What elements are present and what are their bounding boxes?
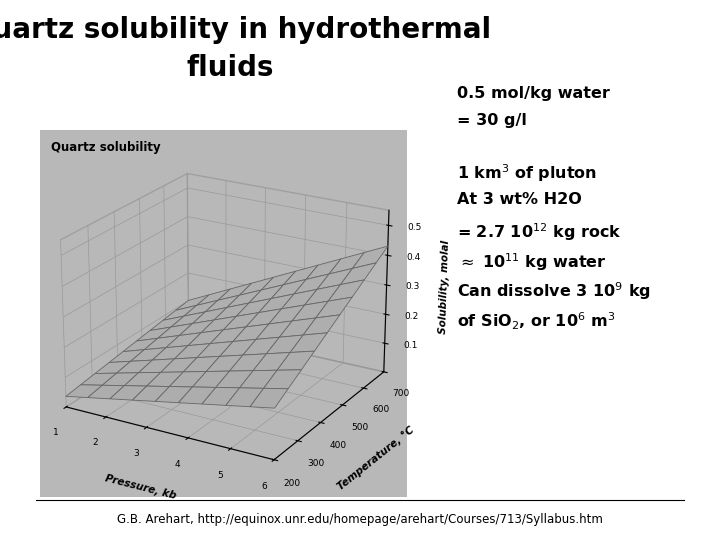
Text: 0.5 mol/kg water: 0.5 mol/kg water	[457, 86, 610, 102]
Text: G.B. Arehart, http://equinox.unr.edu/homepage/arehart/Courses/713/Syllabus.htm: G.B. Arehart, http://equinox.unr.edu/hom…	[117, 514, 603, 526]
Text: fluids: fluids	[186, 54, 274, 82]
Text: Quartz solubility: Quartz solubility	[50, 140, 161, 153]
Text: Quartz solubility in hydrothermal: Quartz solubility in hydrothermal	[0, 16, 492, 44]
Text: 1 km$^3$ of pluton: 1 km$^3$ of pluton	[457, 162, 598, 184]
Text: At 3 wt% H2O: At 3 wt% H2O	[457, 192, 582, 207]
Text: = 30 g/l: = 30 g/l	[457, 113, 527, 129]
Text: Can dissolve 3 10$^9$ kg: Can dissolve 3 10$^9$ kg	[457, 281, 651, 302]
Text: = 2.7 10$^{12}$ kg rock: = 2.7 10$^{12}$ kg rock	[457, 221, 622, 243]
Text: of SiO$_2$, or 10$^6$ m$^3$: of SiO$_2$, or 10$^6$ m$^3$	[457, 310, 616, 332]
Text: $\approx$ 10$^{11}$ kg water: $\approx$ 10$^{11}$ kg water	[457, 251, 607, 273]
X-axis label: Pressure, kb: Pressure, kb	[104, 474, 177, 501]
Y-axis label: Temperature, °C: Temperature, °C	[336, 425, 416, 492]
